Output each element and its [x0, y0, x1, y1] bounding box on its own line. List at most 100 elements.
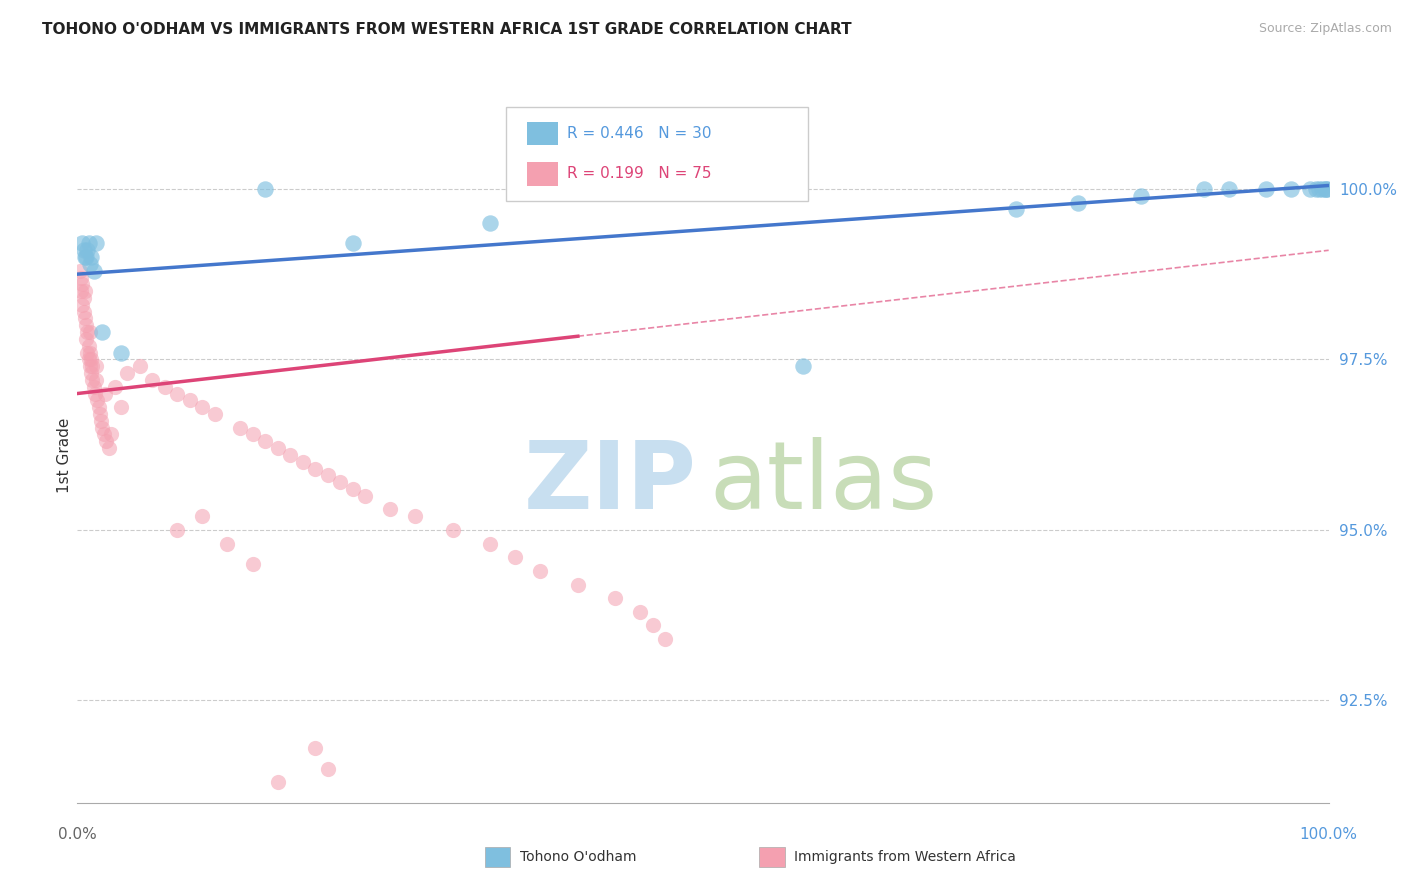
Point [1279, 182, 1302, 196]
Point [204, 407, 226, 421]
Point [266, 441, 288, 455]
Point [1192, 182, 1215, 196]
Point [567, 577, 589, 591]
Point [94, 386, 117, 401]
Point [117, 366, 139, 380]
Point [316, 468, 339, 483]
Point [83, 380, 105, 394]
Text: Immigrants from Western Africa: Immigrants from Western Africa [794, 850, 1017, 864]
Point [166, 386, 188, 401]
Point [91, 325, 114, 339]
Point [217, 536, 239, 550]
Point [80, 366, 103, 380]
Point [90, 414, 112, 428]
Point [641, 618, 664, 632]
Text: TOHONO O'ODHAM VS IMMIGRANTS FROM WESTERN AFRICA 1ST GRADE CORRELATION CHART: TOHONO O'ODHAM VS IMMIGRANTS FROM WESTER… [42, 22, 852, 37]
Point [278, 448, 301, 462]
Point [242, 557, 264, 571]
Point [72, 244, 94, 258]
Point [100, 427, 122, 442]
Point [141, 373, 163, 387]
Point [83, 386, 105, 401]
Point [1315, 182, 1337, 196]
Text: Source: ZipAtlas.com: Source: ZipAtlas.com [1258, 22, 1392, 36]
Point [84, 236, 107, 251]
Point [1256, 182, 1278, 196]
Text: Tohono O'odham: Tohono O'odham [520, 850, 637, 864]
Text: R = 0.199   N = 75: R = 0.199 N = 75 [567, 167, 711, 181]
Point [110, 400, 132, 414]
Point [605, 591, 627, 606]
Point [84, 359, 107, 374]
Point [70, 284, 93, 298]
Point [179, 393, 201, 408]
Text: ZIP: ZIP [524, 437, 697, 529]
Point [1308, 182, 1330, 196]
Point [266, 775, 288, 789]
Point [82, 359, 104, 374]
Point [94, 434, 117, 449]
Point [91, 420, 114, 434]
Point [79, 345, 101, 359]
Point [191, 400, 214, 414]
Point [153, 380, 176, 394]
Point [77, 236, 100, 251]
Point [380, 502, 402, 516]
Point [1316, 182, 1339, 196]
Point [242, 427, 264, 442]
Point [75, 318, 97, 333]
Point [1067, 195, 1090, 210]
Point [83, 264, 105, 278]
Point [229, 420, 252, 434]
Point [1299, 182, 1322, 196]
Point [505, 550, 527, 565]
Point [87, 400, 110, 414]
Point [110, 345, 132, 359]
Point [304, 461, 326, 475]
Point [77, 339, 100, 353]
Point [80, 352, 103, 367]
Text: R = 0.446   N = 30: R = 0.446 N = 30 [567, 127, 711, 141]
Point [1305, 182, 1327, 196]
Point [82, 373, 104, 387]
Point [191, 509, 214, 524]
Point [1313, 182, 1336, 196]
Point [77, 352, 100, 367]
Point [479, 216, 502, 230]
Point [79, 359, 101, 374]
Point [84, 373, 107, 387]
Point [129, 359, 152, 374]
Point [73, 284, 96, 298]
Point [291, 455, 314, 469]
Point [72, 304, 94, 318]
Point [76, 345, 98, 359]
Point [72, 277, 94, 292]
Point [654, 632, 676, 646]
Point [479, 536, 502, 550]
Text: 0.0%: 0.0% [58, 827, 97, 841]
Point [93, 427, 115, 442]
Point [86, 393, 108, 408]
Point [342, 236, 364, 251]
Point [1130, 188, 1153, 202]
Point [630, 605, 652, 619]
Point [73, 311, 96, 326]
Point [75, 332, 97, 346]
Point [304, 741, 326, 756]
Point [404, 509, 426, 524]
Point [89, 407, 111, 421]
Point [354, 489, 377, 503]
Point [76, 244, 98, 258]
Point [441, 523, 464, 537]
Point [104, 380, 127, 394]
Point [72, 298, 94, 312]
Point [1312, 182, 1334, 196]
Point [79, 325, 101, 339]
Point [70, 270, 93, 285]
Point [79, 257, 101, 271]
Point [97, 441, 120, 455]
Point [316, 762, 339, 776]
Point [254, 182, 277, 196]
Point [1005, 202, 1028, 217]
Point [342, 482, 364, 496]
